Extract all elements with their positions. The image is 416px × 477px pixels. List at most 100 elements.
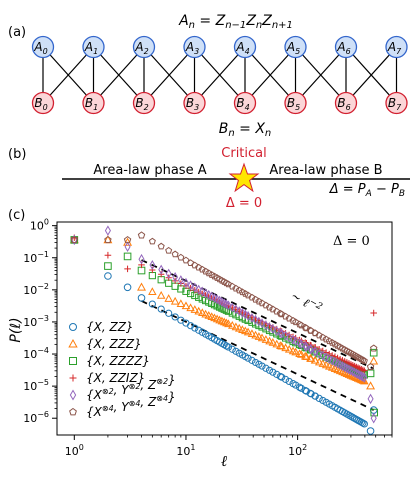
node-circle — [385, 91, 408, 115]
data-point — [351, 367, 358, 378]
node-circle — [31, 35, 55, 59]
data-point — [307, 327, 315, 334]
data-point — [165, 309, 173, 317]
chain-edge — [295, 46, 347, 104]
a-node-1: A1 — [82, 35, 105, 59]
a-node-5: A5 — [284, 35, 307, 59]
legend-entry-0: {X, ZZ} — [69, 320, 134, 334]
data-point — [315, 331, 323, 339]
data-point — [104, 262, 112, 270]
y-axis-ticks: 100 10−1 10−2 10−3 10−4 10−5 10−6 — [23, 218, 57, 425]
legend-entry-2: {X, ZZZZ} — [69, 354, 150, 368]
y-tick-label: 100 — [30, 218, 49, 233]
chain-edge — [244, 46, 296, 104]
data-point — [319, 333, 327, 341]
series-layer — [69, 225, 379, 435]
data-point — [104, 225, 111, 236]
b-node-2: B2 — [132, 91, 156, 115]
plot-area: 100 101 102 100 10−1 10−2 10−3 10−4 10−5 10−6 Δ … — [23, 218, 393, 458]
legend-label: {X, ZZZ} — [86, 337, 142, 351]
node-circle — [183, 35, 206, 59]
delta-annotation: Δ = 0 — [333, 234, 370, 249]
data-point — [191, 291, 199, 300]
data-point — [258, 299, 266, 307]
data-point — [205, 289, 212, 300]
data-point — [266, 322, 273, 333]
b-node-4: B4 — [233, 91, 257, 115]
data-point — [259, 318, 265, 329]
data-point — [296, 338, 303, 349]
y-tick-label: 10−5 — [23, 378, 49, 393]
data-point — [247, 329, 257, 337]
data-point — [268, 338, 278, 346]
data-point — [281, 375, 290, 383]
data-point — [359, 419, 367, 427]
data-point — [224, 319, 233, 328]
data-point — [295, 349, 304, 358]
y-axis-label: P(ℓ) — [8, 317, 24, 342]
data-point — [170, 296, 180, 305]
node-circle — [284, 35, 307, 59]
data-point — [186, 303, 195, 312]
node-circle — [233, 35, 257, 59]
y-tick-label: 10−2 — [23, 282, 49, 297]
data-point — [277, 327, 284, 339]
data-point — [158, 264, 165, 275]
data-point — [244, 291, 252, 299]
data-point — [219, 317, 229, 326]
data-point — [326, 353, 333, 365]
data-point — [190, 305, 200, 313]
a-node-3: A3 — [183, 35, 206, 59]
legend-entry-1: {X, ZZZ} — [68, 337, 142, 351]
x-tick-label: 100 — [65, 443, 84, 458]
data-point — [273, 326, 280, 337]
b-node-0: B0 — [31, 91, 55, 115]
data-point — [282, 330, 289, 341]
data-point — [366, 362, 375, 370]
data-point — [177, 275, 184, 286]
data-point — [157, 276, 165, 284]
data-point — [361, 372, 368, 383]
critical-star-icon — [228, 162, 260, 193]
data-point — [165, 268, 172, 279]
equation-a: An = Zn−1ZnZn+1 — [178, 13, 293, 31]
data-point — [186, 289, 195, 298]
data-point — [258, 362, 266, 370]
data-point — [172, 272, 179, 283]
series-0 — [70, 236, 378, 435]
delta-zero-label: Δ = 0 — [226, 196, 262, 211]
data-point — [123, 283, 132, 292]
data-point — [137, 266, 146, 275]
data-point — [137, 231, 146, 239]
data-point — [183, 277, 189, 288]
data-point — [69, 323, 77, 331]
b-node-1: B1 — [82, 91, 105, 115]
data-point — [157, 305, 165, 313]
legend-entry-5: {X⊗4, Y⊗4, Z⊗4} — [69, 390, 176, 419]
data-point — [232, 284, 240, 292]
data-point — [149, 259, 156, 271]
b-node-7: B7 — [385, 91, 408, 115]
data-point — [276, 372, 284, 381]
data-point — [349, 366, 356, 377]
data-point — [148, 271, 156, 280]
data-point — [370, 309, 378, 317]
b-node-row: B0 B1 B2 B3 B4 B5 B6 B7 — [31, 91, 408, 115]
data-point — [225, 300, 232, 311]
data-point — [104, 272, 112, 280]
data-point — [231, 322, 241, 331]
data-point — [265, 303, 274, 311]
data-point — [198, 308, 207, 317]
data-point — [311, 329, 319, 337]
node-circle — [334, 35, 358, 59]
data-point — [369, 348, 378, 357]
node-circle — [82, 35, 105, 59]
data-point — [262, 301, 270, 309]
a-node-7: A7 — [385, 35, 408, 59]
data-point — [291, 347, 300, 356]
data-point — [285, 377, 293, 386]
data-point — [182, 256, 190, 264]
data-point — [302, 341, 309, 352]
data-point — [69, 407, 77, 416]
y-tick-label: 10−3 — [23, 314, 49, 329]
